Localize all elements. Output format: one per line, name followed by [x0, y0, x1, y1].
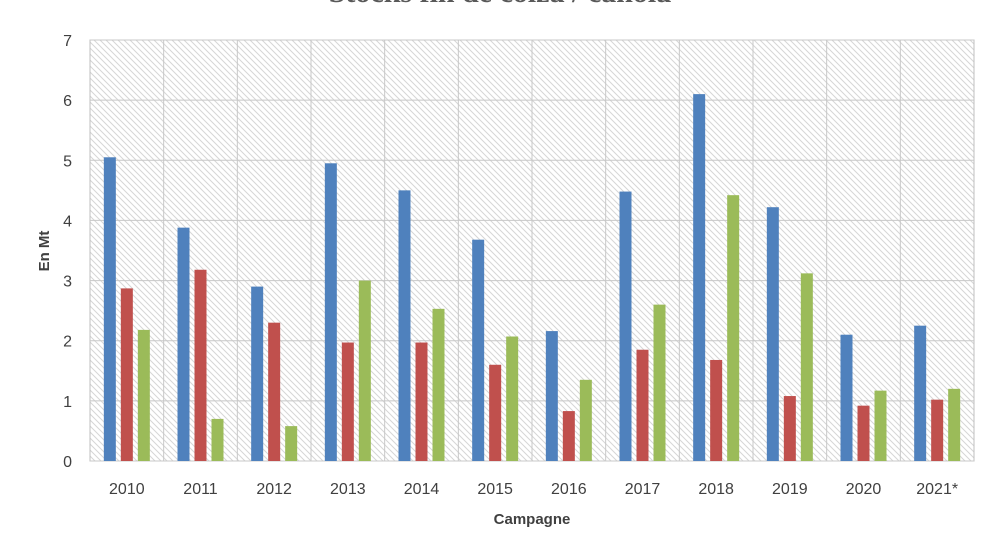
- bar: [120, 288, 133, 461]
- bar: [857, 405, 870, 461]
- bar: [506, 336, 519, 461]
- bar: [800, 273, 813, 461]
- bars: [103, 94, 961, 462]
- bar: [472, 239, 485, 461]
- y-tick-label: 7: [63, 33, 72, 50]
- bar: [324, 163, 337, 462]
- bar: [103, 157, 116, 461]
- y-tick-label: 2: [63, 334, 72, 351]
- y-tick-label: 4: [63, 213, 72, 230]
- bar: [489, 364, 502, 461]
- y-tick-label: 0: [63, 454, 72, 471]
- bar: [931, 399, 944, 461]
- x-axis-title: Campagne: [494, 511, 571, 528]
- bar: [432, 308, 445, 461]
- x-tick-label: 2015: [477, 481, 513, 498]
- y-tick-label: 5: [63, 153, 72, 170]
- x-tick-label: 2017: [625, 481, 661, 498]
- bar: [562, 411, 575, 461]
- bar: [177, 227, 190, 461]
- bar: [579, 379, 592, 461]
- bar: [251, 286, 264, 461]
- x-tick-label: 2019: [772, 481, 808, 498]
- bar: [874, 390, 887, 461]
- bar: [948, 388, 961, 461]
- bar: [783, 396, 796, 461]
- x-tick-label: 2018: [698, 481, 734, 498]
- x-tick-label: 2011: [183, 481, 218, 498]
- x-tick-label: 2021*: [916, 481, 958, 498]
- x-tick-label: 2013: [330, 481, 366, 498]
- bar: [341, 342, 354, 461]
- bar: [285, 426, 298, 461]
- y-axis-tick-labels: 0 1 2 3 4 5 6 7: [63, 33, 72, 471]
- chart-title: Stocks fin de colza / canola: [329, 0, 672, 9]
- bar: [358, 280, 371, 461]
- bar: [840, 334, 853, 461]
- bar: [710, 359, 723, 461]
- bar: [211, 418, 224, 461]
- x-tick-label: 2010: [109, 481, 145, 498]
- bar: [619, 191, 632, 461]
- y-tick-label: 6: [63, 93, 72, 110]
- bar: [545, 331, 558, 461]
- bar: [766, 207, 779, 461]
- bar: [914, 325, 927, 461]
- y-tick-label: 3: [63, 274, 72, 291]
- x-tick-label: 2012: [256, 481, 292, 498]
- bar: [137, 329, 150, 461]
- x-tick-label: 2016: [551, 481, 587, 498]
- bar: [653, 304, 666, 461]
- bar: [268, 322, 281, 461]
- x-axis-tick-labels: 2010 2011 2012 2013 2014 2015 2016 2017 2018 2019…: [109, 481, 958, 498]
- y-axis-title: En Mt: [36, 231, 53, 272]
- x-tick-label: 2020: [846, 481, 882, 498]
- bar: [727, 195, 740, 461]
- bar: [415, 342, 428, 461]
- bar: [398, 190, 411, 461]
- y-tick-label: 1: [63, 394, 72, 411]
- bar: [636, 349, 649, 461]
- bar: [693, 94, 706, 461]
- bar: [194, 269, 207, 461]
- x-tick-label: 2014: [404, 481, 440, 498]
- gridlines: [90, 39, 974, 462]
